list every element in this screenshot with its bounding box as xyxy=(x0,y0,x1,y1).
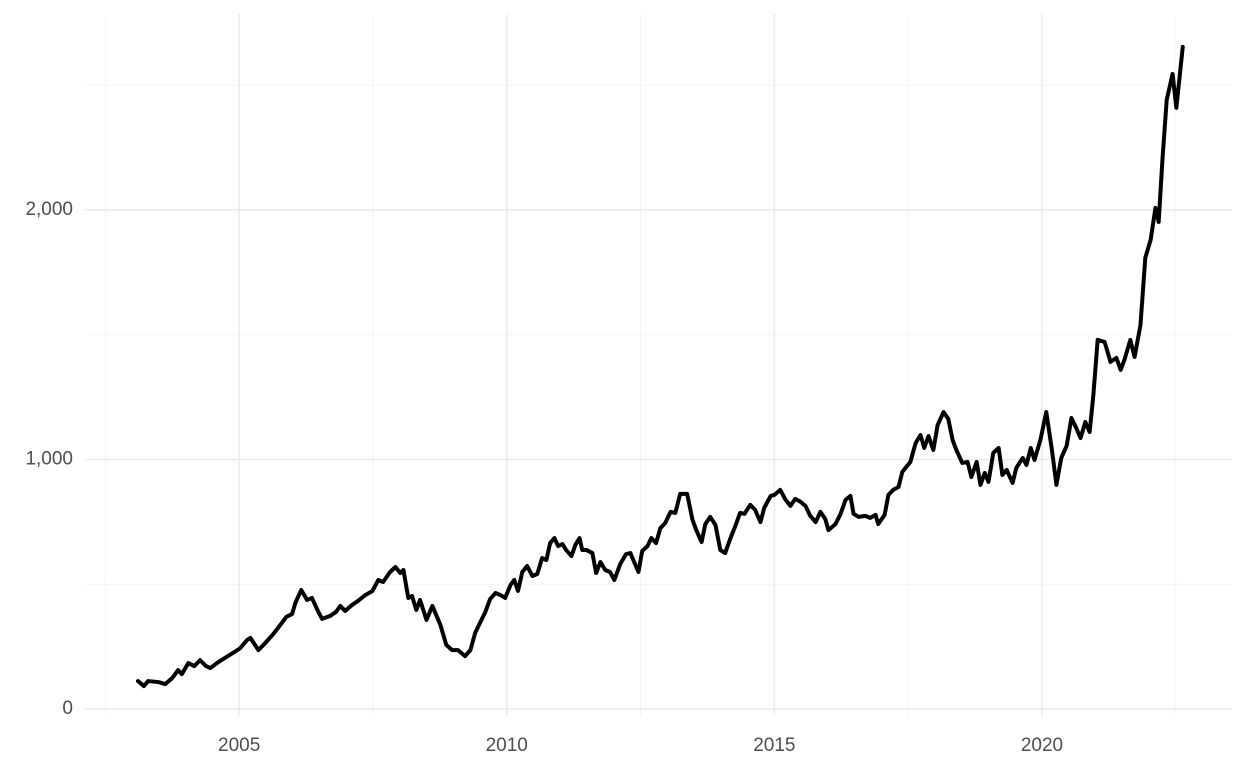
y-tick-label: 0 xyxy=(62,698,73,719)
data-line xyxy=(135,44,1185,689)
y-tick-label: 1,000 xyxy=(25,448,73,469)
x-tick-label: 2020 xyxy=(1021,735,1063,756)
x-tick-label: 2015 xyxy=(753,735,795,756)
y-tick-label: 2,000 xyxy=(25,199,73,220)
x-tick-label: 2010 xyxy=(486,735,528,756)
x-tick-label: 2005 xyxy=(218,735,260,756)
